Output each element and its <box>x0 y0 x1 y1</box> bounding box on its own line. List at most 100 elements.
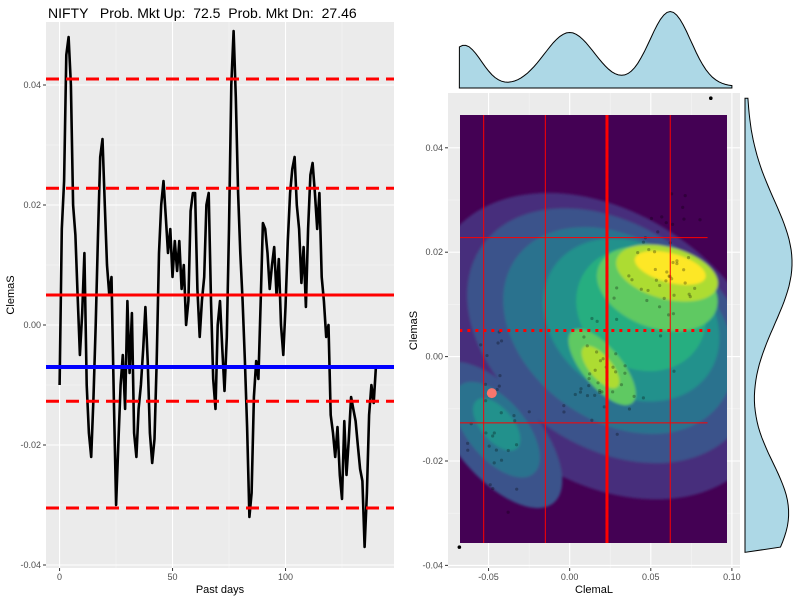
scatter-point <box>612 296 616 300</box>
plot-layer <box>46 29 394 549</box>
scatter-point <box>585 344 589 348</box>
scatter-point <box>670 222 675 226</box>
scatter-point <box>645 298 649 303</box>
y-tick-label: -0.02 <box>20 440 41 450</box>
scatter-point <box>527 410 531 414</box>
scatter-point <box>491 434 495 438</box>
scatter-point <box>665 270 669 274</box>
scatter-point <box>562 410 566 414</box>
scatter-point <box>601 357 605 361</box>
scatter-point <box>488 483 492 487</box>
scatter-point <box>656 230 660 234</box>
scatter-points <box>466 192 702 514</box>
y-axis-label: ClemaS <box>5 275 17 314</box>
scatter-point <box>582 335 586 339</box>
scatter-point <box>675 261 679 266</box>
scatter-point <box>587 377 591 381</box>
x-axis-label: ClemaL <box>575 584 613 596</box>
scatter-point <box>667 313 671 317</box>
scatter-point <box>483 382 488 386</box>
scatter-point <box>596 381 600 385</box>
scatter-point <box>646 288 650 293</box>
density-band <box>473 398 521 451</box>
x-tick-label: 50 <box>168 572 178 582</box>
scatter-point <box>627 274 631 278</box>
scatter-point <box>491 486 495 491</box>
scatter-point <box>514 443 519 447</box>
scatter-point <box>657 305 662 309</box>
scatter-point <box>466 441 470 445</box>
x-tick-label: 100 <box>278 572 293 582</box>
scatter-point <box>683 281 687 285</box>
density-band <box>581 345 620 389</box>
x-tick-label: 0 <box>57 572 62 582</box>
scatter-point <box>598 388 602 393</box>
left-chart: -0.04 -0.02 0.00 0.02 0.04 0 50 100 Past days Cle… <box>5 22 394 596</box>
scatter-point <box>672 293 676 297</box>
scatter-point <box>670 277 674 281</box>
scatter-point <box>466 448 470 452</box>
right-chart: -0.04 -0.02 0.00 0.02 0.04 -0.05 0.00 0.05 0.10 C… <box>408 10 793 596</box>
scatter-point <box>649 216 654 221</box>
scatter-point <box>683 194 687 198</box>
scatter-point <box>641 240 646 244</box>
scatter-point <box>647 247 651 252</box>
scatter-point <box>485 353 489 358</box>
scatter-point <box>513 419 517 423</box>
scatter-point <box>573 392 577 397</box>
scatter-point <box>498 374 502 378</box>
scatter-point <box>662 296 666 301</box>
scatter-point <box>672 369 676 373</box>
scatter-point <box>660 215 664 219</box>
scatter-point <box>654 278 659 282</box>
y-tick-label: 0.02 <box>23 200 41 210</box>
scatter-point <box>593 393 597 397</box>
scatter-point <box>506 510 510 514</box>
scatter-point <box>497 384 501 388</box>
corner-point <box>457 545 462 549</box>
scatter-point <box>675 259 679 263</box>
scatter-point <box>590 418 594 422</box>
scatter-point <box>671 312 676 316</box>
scatter-point <box>615 317 619 321</box>
scatter-point <box>671 260 675 265</box>
scatter-point <box>484 431 488 435</box>
scatter-point <box>587 384 591 388</box>
scatter-point <box>515 487 519 491</box>
chart-title: NIFTY Prob. Mkt Up: 72.5 Prob. Mkt Dn: 2… <box>48 5 357 21</box>
scatter-point <box>664 279 668 283</box>
marginal-density-x <box>458 10 733 89</box>
scatter-point <box>598 390 602 395</box>
scatter-point <box>623 364 627 368</box>
scatter-point <box>588 372 592 376</box>
scatter-point <box>632 394 636 398</box>
scatter-point <box>682 217 686 221</box>
scatter-point <box>669 192 674 196</box>
scatter-point <box>595 319 599 323</box>
scatter-point <box>593 368 597 372</box>
scatter-point <box>585 393 590 398</box>
scatter-point <box>512 414 516 418</box>
scatter-point <box>682 268 686 272</box>
scatter-point <box>479 343 483 347</box>
scatter-point <box>687 292 691 296</box>
scatter-point <box>590 316 594 321</box>
scatter-point <box>611 390 615 394</box>
scatter-point <box>698 218 702 222</box>
scatter-point <box>688 295 692 299</box>
scatter-point <box>636 251 640 255</box>
scatter-point <box>614 352 618 356</box>
scatter-point <box>579 387 583 391</box>
y-tick-label: -0.04 <box>20 560 41 570</box>
x-tick-label: 0.05 <box>642 572 660 582</box>
y-axis-label: ClemaS <box>408 311 420 350</box>
scatter-point <box>487 444 491 448</box>
scatter-point <box>686 256 691 260</box>
scatter-point <box>499 339 504 343</box>
scatter-point <box>600 390 604 394</box>
scatter-point <box>499 411 503 415</box>
scatter-point <box>562 404 566 408</box>
scatter-point <box>484 399 488 403</box>
y-tick-label: -0.02 <box>422 456 443 466</box>
